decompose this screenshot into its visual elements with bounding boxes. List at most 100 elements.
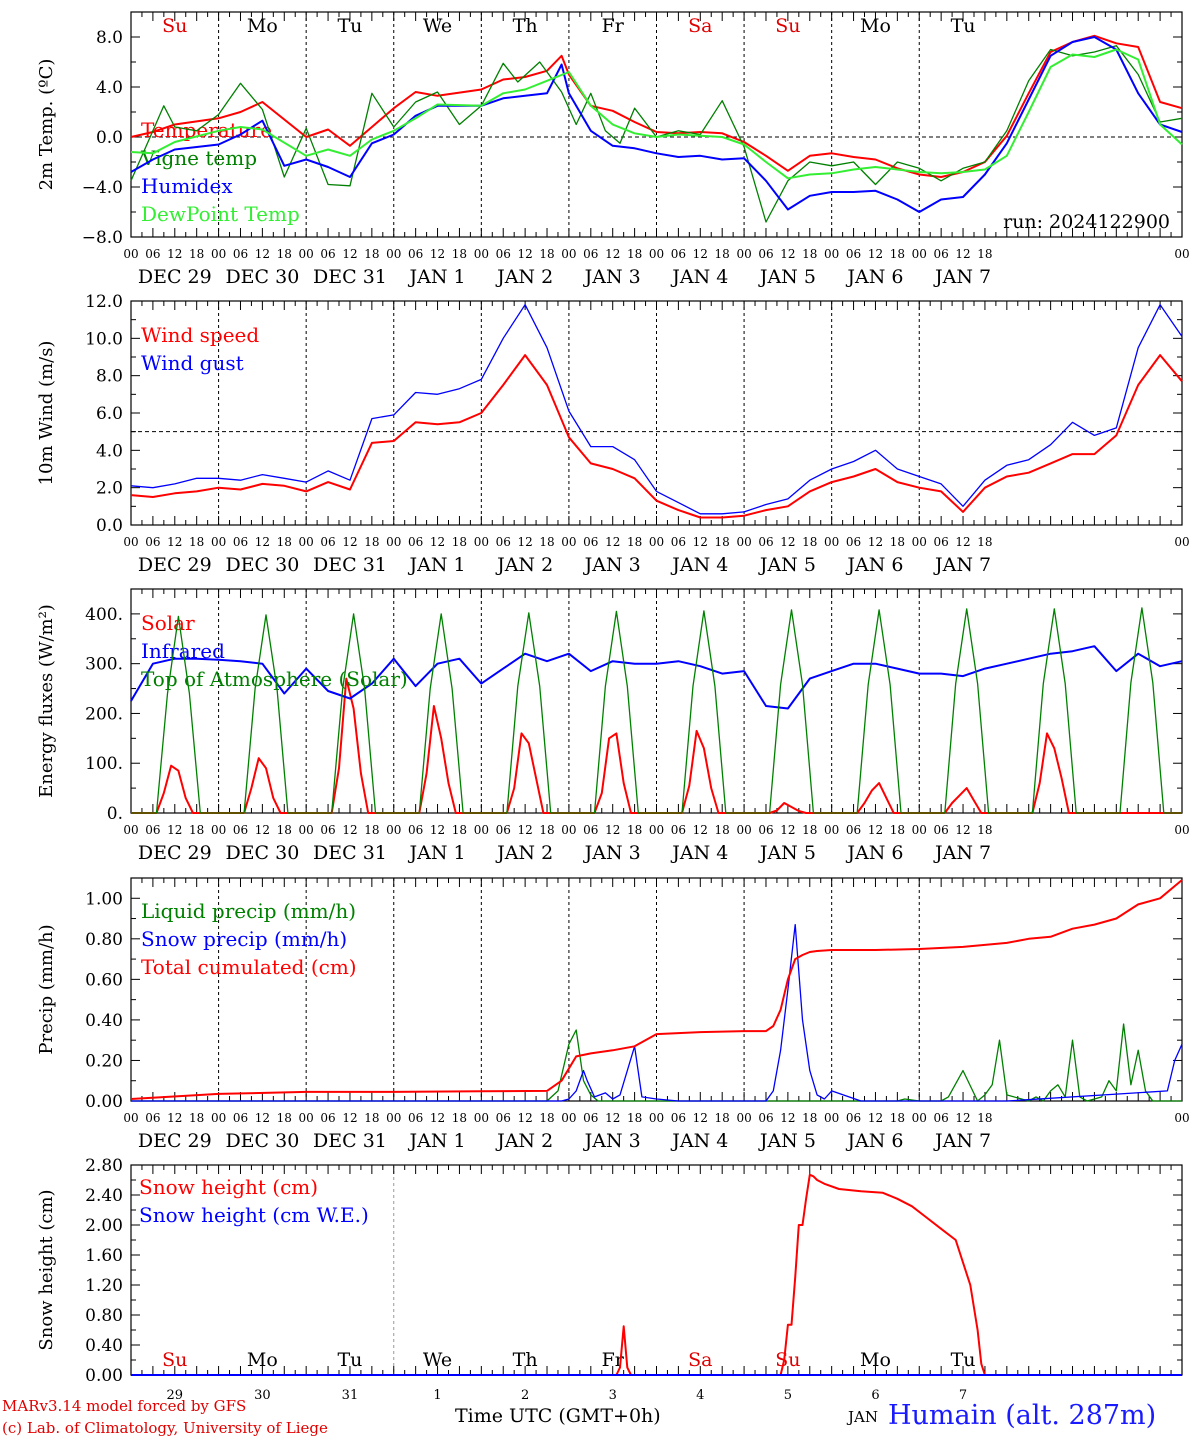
y-tick-label: 0.40 [85, 1011, 123, 1031]
date-label: JAN 7 [933, 1130, 991, 1152]
date-label: DEC 29 [138, 842, 212, 864]
hour-label: 00 [386, 247, 401, 261]
hour-label: 06 [758, 247, 773, 261]
hour-label: 00 [474, 247, 489, 261]
series-line-1 [130, 354, 1183, 519]
date-label: DEC 30 [225, 1130, 299, 1152]
weekday-label: Tu [951, 1349, 976, 1371]
hour-label: 12 [517, 535, 532, 549]
weekday-label: Su [775, 1349, 800, 1371]
day-number: 7 [959, 1388, 967, 1403]
hour-label: 00 [824, 1111, 839, 1125]
hour-label: 06 [320, 247, 335, 261]
y-axis-label: Snow height (cm) [36, 1189, 57, 1350]
panel-4: 1.00 0.80 0.60 0.40 0.20 0.00 Precip (mm/h) 00 0… [36, 877, 1190, 1152]
hour-label: 00 [649, 823, 664, 837]
hour-label: 06 [233, 823, 248, 837]
hour-label: 06 [233, 535, 248, 549]
hour-label: 06 [846, 1111, 861, 1125]
hour-label: 12 [255, 535, 270, 549]
hour-label: 00 [1174, 247, 1189, 261]
hour-label: 18 [539, 535, 554, 549]
hour-label: 00 [474, 1111, 489, 1125]
hour-label: 12 [605, 535, 620, 549]
hour-label: 06 [758, 1111, 773, 1125]
hour-label: 18 [715, 247, 730, 261]
hour-label: 00 [912, 1111, 927, 1125]
hour-label: 06 [408, 1111, 423, 1125]
date-label: DEC 31 [313, 1130, 387, 1152]
date-label: JAN 1 [407, 842, 465, 864]
hour-label: 06 [934, 535, 949, 549]
hour-label: 18 [977, 247, 992, 261]
series-line-1 [131, 1023, 1182, 1102]
hour-label: 00 [736, 1111, 751, 1125]
hour-label: 18 [452, 535, 467, 549]
date-label: JAN 4 [670, 554, 728, 576]
hour-label: 00 [474, 823, 489, 837]
hour-label: 18 [364, 823, 379, 837]
hour-label: 00 [386, 823, 401, 837]
weekday-label: Su [162, 15, 187, 37]
hour-label: 12 [955, 823, 970, 837]
weekday-label: Su [775, 15, 800, 37]
hour-label: 12 [693, 535, 708, 549]
date-label: JAN 5 [758, 1130, 816, 1152]
series-line-2 [130, 45, 1183, 223]
hour-label: 12 [342, 823, 357, 837]
hour-label: 12 [780, 247, 795, 261]
date-label: JAN 2 [495, 554, 553, 576]
date-label: JAN 2 [495, 842, 553, 864]
day-number: 4 [696, 1388, 704, 1403]
series-line-2 [131, 923, 1183, 1102]
hour-label: 18 [802, 247, 817, 261]
hour-label: 00 [211, 247, 226, 261]
hour-label: 18 [715, 823, 730, 837]
hour-label: 00 [561, 823, 576, 837]
hour-label: 06 [934, 247, 949, 261]
hour-label: 00 [123, 1111, 138, 1125]
y-tick-label: 0.40 [85, 1336, 123, 1356]
hour-label: 18 [539, 823, 554, 837]
hour-label: 00 [474, 535, 489, 549]
y-tick-label: 200. [85, 704, 123, 724]
hour-label: 00 [299, 823, 314, 837]
date-label: JAN 5 [758, 266, 816, 288]
hour-label: 12 [517, 823, 532, 837]
hour-label: 06 [233, 1111, 248, 1125]
date-label: JAN 6 [845, 266, 903, 288]
hour-label: 00 [561, 1111, 576, 1125]
model-credit: MARv3.14 model forced by GFS [2, 1397, 247, 1415]
hour-label: 18 [452, 247, 467, 261]
date-label: JAN 4 [670, 842, 728, 864]
hour-label: 12 [693, 247, 708, 261]
hour-label: 12 [430, 823, 445, 837]
y-tick-label: 1.00 [85, 889, 123, 909]
panel-5: 2.80 2.40 2.00 1.60 1.20 0.80 0.40 0.00 Snow hei… [36, 1156, 1183, 1403]
lab-credit: (c) Lab. of Climatology, University of L… [2, 1419, 328, 1437]
date-label: JAN 2 [495, 266, 553, 288]
hour-label: 12 [342, 535, 357, 549]
date-label: DEC 31 [313, 266, 387, 288]
weekday-label: Th [513, 15, 538, 37]
y-tick-label: 6.0 [96, 404, 123, 424]
date-label: JAN 6 [845, 1130, 903, 1152]
y-axis-label: 2m Temp. (ºC) [36, 59, 57, 191]
hour-label: 06 [408, 823, 423, 837]
hour-label: 06 [583, 247, 598, 261]
hour-label: 06 [145, 535, 160, 549]
legend-entry: Temperature [141, 118, 272, 142]
hour-label: 18 [277, 247, 292, 261]
hour-label: 06 [758, 535, 773, 549]
date-label: JAN 2 [495, 1130, 553, 1152]
hour-label: 18 [627, 1111, 642, 1125]
hour-label: 18 [539, 247, 554, 261]
hour-label: 06 [846, 247, 861, 261]
hour-label: 00 [824, 247, 839, 261]
hour-label: 00 [649, 247, 664, 261]
y-axis-label: Energy fluxes (W/m²) [36, 604, 57, 798]
hour-label: 12 [605, 247, 620, 261]
weekday-label: Tu [951, 15, 976, 37]
series-line-2 [130, 645, 1183, 710]
hour-label: 12 [342, 247, 357, 261]
